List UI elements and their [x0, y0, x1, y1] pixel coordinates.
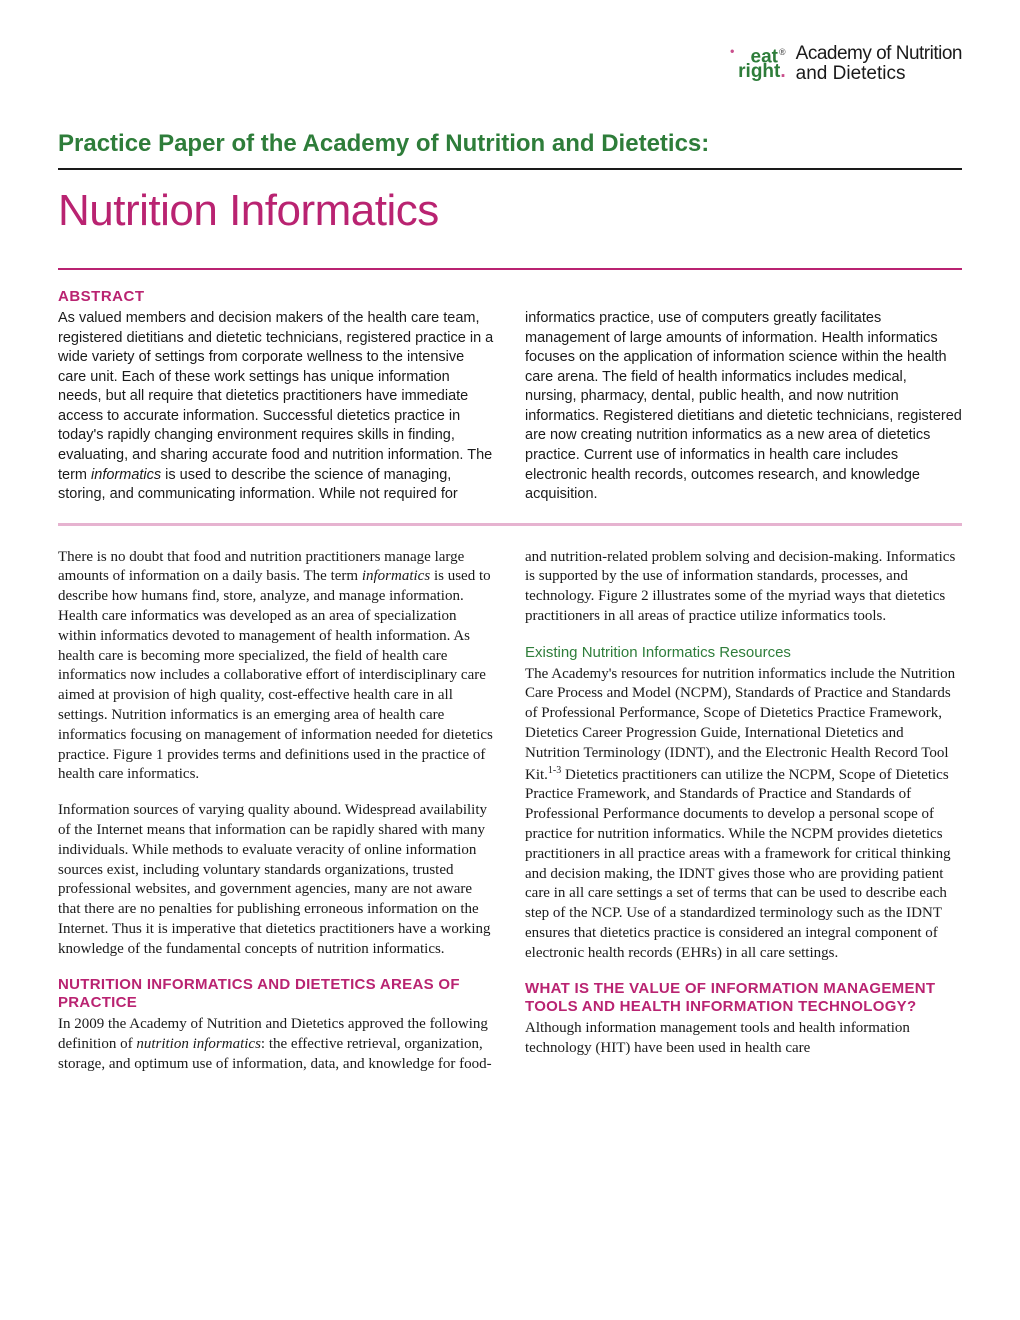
logo-reg: ® — [779, 47, 786, 57]
sub-head-1: Existing Nutrition Informatics Resources — [525, 643, 962, 663]
body-p4: The Academy's resources for nutrition in… — [525, 665, 962, 964]
rule-pink — [58, 523, 962, 526]
rule-black — [58, 168, 962, 170]
logo-text-line1: Academy of Nutrition — [796, 44, 962, 64]
logo-text-line2: and Dietetics — [796, 64, 962, 84]
abstract-label: ABSTRACT — [58, 288, 962, 305]
rule-magenta — [58, 268, 962, 270]
body-p5: Although information management tools an… — [525, 1019, 962, 1059]
abstract-body: As valued members and decision makers of… — [58, 309, 962, 505]
body-p1: There is no doubt that food and nutritio… — [58, 548, 495, 786]
body-p2: Information sources of varying quality a… — [58, 801, 495, 959]
body-columns: There is no doubt that food and nutritio… — [58, 548, 962, 1075]
main-title: Nutrition Informatics — [58, 186, 962, 236]
org-logo: eat® right. Academy of Nutrition and Die… — [738, 44, 962, 84]
logo-eat-text: eat — [751, 46, 778, 67]
logo-mark: eat® right. — [738, 49, 786, 79]
logo-text: Academy of Nutrition and Dietetics — [796, 44, 962, 84]
section-head-2: WHAT IS THE VALUE OF INFORMATION MANAGEM… — [525, 980, 962, 1018]
supertitle: Practice Paper of the Academy of Nutriti… — [58, 130, 962, 158]
section-head-1: NUTRITION INFORMATICS AND DIETETICS AREA… — [58, 976, 495, 1014]
